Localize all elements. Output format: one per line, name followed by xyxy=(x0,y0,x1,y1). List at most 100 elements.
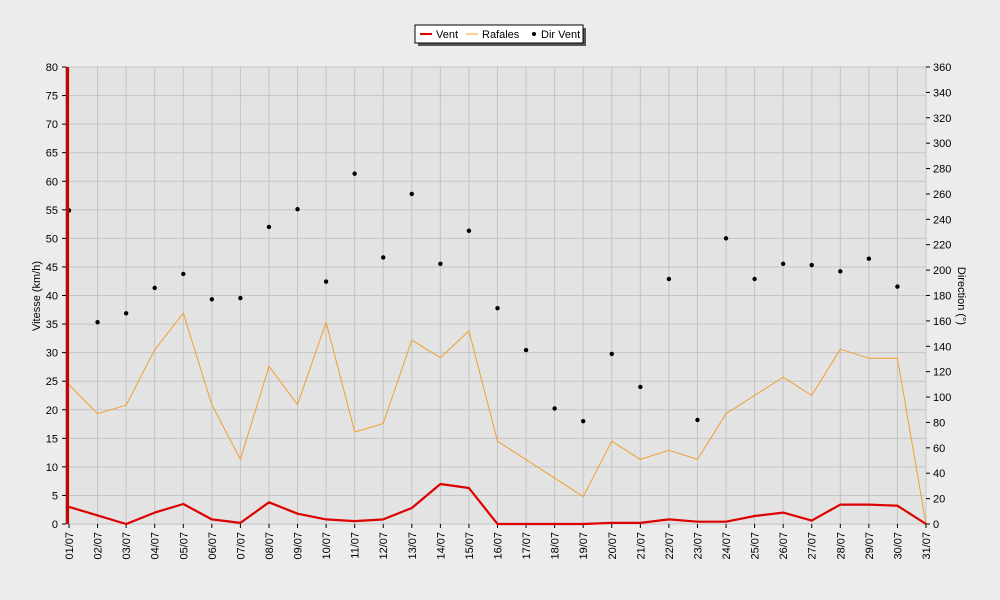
dir-vent-point xyxy=(181,271,186,277)
y-tick-label: 15 xyxy=(46,433,58,445)
y2-tick-label: 220 xyxy=(933,240,951,252)
x-tick-label: 09/07 xyxy=(293,532,305,560)
right-axis-ticks: 0 20 40 60 80 100 120 140 160 180 200 220 240 260 280 3… xyxy=(926,62,951,531)
dir-vent-point xyxy=(666,276,672,282)
dir-vent-point xyxy=(780,261,786,266)
dir-vent-point xyxy=(752,276,757,282)
legend-label-vent: Vent xyxy=(436,29,458,41)
legend-label-dir-vent: Dir Vent xyxy=(541,29,580,41)
y-tick-label: 10 xyxy=(46,462,58,474)
x-tick-label: 05/07 xyxy=(178,532,190,560)
y-tick-label: 40 xyxy=(46,291,58,303)
y2-tick-label: 20 xyxy=(933,494,945,506)
x-tick-label: 17/07 xyxy=(521,532,533,560)
y2-tick-label: 240 xyxy=(933,214,951,226)
x-tick-label: 23/07 xyxy=(692,532,704,560)
x-tick-label: 27/07 xyxy=(807,532,819,560)
x-tick-label: 16/07 xyxy=(493,532,505,560)
dir-vent-point xyxy=(209,297,215,302)
x-tick-label: 04/07 xyxy=(150,532,162,560)
dir-vent-point xyxy=(466,228,472,233)
x-tick-label: 28/07 xyxy=(835,532,847,560)
dir-vent-point xyxy=(523,347,529,353)
y-tick-label: 5 xyxy=(52,490,58,502)
x-tick-label: 20/07 xyxy=(607,532,619,560)
y2-tick-label: 0 xyxy=(933,519,939,531)
x-tick-label: 25/07 xyxy=(750,532,762,560)
legend: Vent Rafales Dir Vent xyxy=(414,24,586,46)
x-axis-ticks: 01/07 02/07 03/07 04/07 05/07 06/07 07/07 08/07… xyxy=(64,524,933,560)
y-axis-title: Vitesse (km/h) xyxy=(31,261,43,331)
dir-vent-point xyxy=(609,351,614,357)
y2-tick-label: 60 xyxy=(933,443,945,455)
y2-tick-label: 140 xyxy=(933,341,951,353)
y2-tick-label: 280 xyxy=(933,164,951,176)
y2-tick-label: 360 xyxy=(933,62,951,74)
y2-tick-label: 340 xyxy=(933,87,951,99)
dir-vent-point xyxy=(238,295,243,301)
y2-tick-label: 180 xyxy=(933,291,951,303)
x-tick-label: 18/07 xyxy=(550,532,562,560)
dir-vent-point xyxy=(409,191,414,197)
y-tick-label: 45 xyxy=(46,262,58,274)
legend-box xyxy=(414,24,584,44)
dir-vent-point xyxy=(695,417,700,423)
x-tick-label: 03/07 xyxy=(121,532,133,560)
dir-vent-point xyxy=(809,262,814,268)
y2-tick-label: 160 xyxy=(933,316,951,328)
dir-vent-point xyxy=(638,384,643,390)
dir-vent-point xyxy=(352,171,357,176)
dir-vent-point xyxy=(381,255,386,260)
y-tick-label: 50 xyxy=(46,233,58,245)
x-tick-label: 01/07 xyxy=(64,532,76,560)
dir-vent-point xyxy=(438,261,443,266)
x-tick-label: 14/07 xyxy=(435,532,447,560)
x-tick-label: 12/07 xyxy=(378,532,390,560)
y-tick-label: 65 xyxy=(46,148,58,160)
y-tick-label: 70 xyxy=(46,119,58,131)
dir-vent-point xyxy=(838,269,843,274)
x-tick-label: 29/07 xyxy=(864,532,876,560)
dir-vent-point xyxy=(581,418,586,424)
x-tick-label: 06/07 xyxy=(207,532,219,560)
dir-vent-point xyxy=(266,224,272,230)
x-tick-label: 02/07 xyxy=(93,532,105,560)
x-tick-label: 21/07 xyxy=(635,532,647,560)
dir-vent-point xyxy=(152,285,157,291)
x-tick-label: 31/07 xyxy=(921,532,933,560)
y2-tick-label: 40 xyxy=(933,468,945,480)
y2-tick-label: 120 xyxy=(933,367,951,379)
x-tick-label: 08/07 xyxy=(264,532,276,560)
y-tick-label: 80 xyxy=(46,62,58,74)
dir-vent-point xyxy=(552,406,557,411)
x-tick-label: 13/07 xyxy=(407,532,419,560)
x-tick-label: 07/07 xyxy=(235,532,247,560)
y2-tick-label: 320 xyxy=(933,113,951,125)
y-tick-label: 25 xyxy=(46,376,58,388)
dir-vent-point xyxy=(495,305,500,311)
dir-vent-point xyxy=(95,319,100,325)
series-layer xyxy=(66,171,927,526)
y-tick-label: 30 xyxy=(46,348,58,360)
y2-tick-label: 100 xyxy=(933,392,951,404)
y-tick-label: 20 xyxy=(46,405,58,417)
dir-vent-point xyxy=(895,284,900,289)
dir-vent-point xyxy=(866,256,872,261)
y-tick-label: 0 xyxy=(52,519,58,531)
y2-tick-label: 300 xyxy=(933,138,951,150)
y-tick-label: 75 xyxy=(46,91,58,103)
dir-vent-point xyxy=(123,311,129,316)
y2-tick-label: 260 xyxy=(933,189,951,201)
x-tick-label: 10/07 xyxy=(321,532,333,560)
dir-vent-point xyxy=(723,236,729,241)
x-tick-label: 15/07 xyxy=(464,532,476,560)
x-tick-label: 22/07 xyxy=(664,532,676,560)
x-tick-label: 11/07 xyxy=(350,532,362,559)
left-axis-ticks: 0 5 10 15 20 25 30 35 40 45 50 55 60 65 70 75 80 xyxy=(46,62,66,531)
x-tick-label: 26/07 xyxy=(778,532,790,560)
y-tick-label: 55 xyxy=(46,205,58,217)
series-line-rafales xyxy=(68,312,927,525)
y2-tick-label: 80 xyxy=(933,417,945,429)
x-tick-label: 19/07 xyxy=(578,532,590,560)
